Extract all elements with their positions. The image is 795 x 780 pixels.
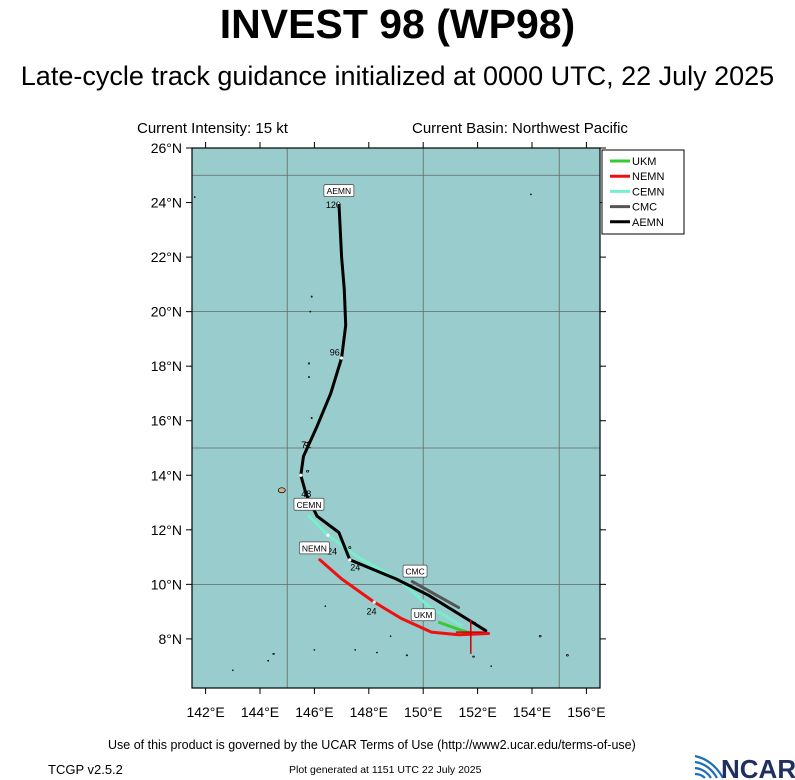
- lat-tick-label: 16°N: [151, 413, 182, 429]
- plot-frame: [191, 147, 601, 689]
- logo-text: NCAR: [721, 754, 795, 780]
- islands: [193, 193, 569, 672]
- legend-label-aemn: AEMN: [632, 217, 664, 229]
- track-point: [340, 356, 344, 360]
- island-speck: [310, 417, 313, 419]
- track-label-ukm: UKM: [414, 610, 433, 620]
- track-nemn: [318, 558, 490, 637]
- island-speck: [309, 310, 312, 313]
- generated-time: Plot generated at 1151 UTC 22 July 2025: [289, 764, 482, 776]
- island-speck: [308, 376, 310, 379]
- track-label-box: [299, 541, 330, 555]
- track-label-box: [410, 608, 436, 622]
- island-speck: [376, 651, 378, 654]
- hour-label: 96: [330, 347, 340, 357]
- axes: 8°N 10°N 12°N 14°N 16°N 18°N 20°N 22°N 24°N 26°N 1…: [151, 140, 606, 720]
- legend-label-cmc: CMC: [632, 202, 657, 214]
- island-speck: [538, 635, 542, 638]
- legend-label-nemn: NEMN: [632, 171, 664, 183]
- lat-tick-label: 18°N: [151, 358, 182, 374]
- island-speck: [405, 654, 409, 657]
- forecast-hour-labels: 120 96 72 48 24 24 24: [301, 200, 376, 616]
- island-speck: [267, 659, 270, 662]
- lon-tick-label: 144°E: [241, 704, 279, 720]
- legend: UKM NEMN CEMN CMC AEMN: [601, 149, 685, 235]
- island-speck: [324, 605, 327, 607]
- island-speck: [277, 487, 286, 494]
- island-speck: [307, 362, 311, 365]
- track-label-aemn: AEMN: [327, 186, 352, 196]
- island-speck: [566, 654, 569, 657]
- plot-title: INVEST 98 (WP98): [219, 1, 576, 47]
- track-label-cemn: CEMN: [296, 500, 321, 510]
- current-intensity: Current Intensity: 15 kt: [137, 120, 288, 137]
- island-speck: [348, 546, 352, 549]
- island-speck: [272, 653, 275, 655]
- island-speck: [313, 649, 316, 651]
- track-label-box: [402, 564, 428, 578]
- lon-tick-label: 152°E: [458, 704, 496, 720]
- track-point: [326, 533, 330, 537]
- track-end-labels: AEMN CEMN NEMN CMC UKM: [293, 184, 436, 622]
- island-speck: [231, 669, 234, 672]
- lat-tick-label: 24°N: [151, 195, 182, 211]
- island-speck: [472, 655, 475, 658]
- lat-tick-label: 10°N: [151, 576, 182, 592]
- track-label-cmc: CMC: [405, 567, 424, 577]
- track-point: [299, 473, 303, 477]
- version: TCGP v2.5.2: [48, 762, 123, 777]
- island-speck: [354, 648, 357, 651]
- island-speck: [490, 665, 493, 667]
- current-basin: Current Basin: Northwest Pacific: [412, 120, 628, 137]
- hour-label: 72: [301, 440, 311, 450]
- lon-tick-label: 156°E: [567, 704, 605, 720]
- terms-of-use: Use of this product is governed by the U…: [108, 738, 636, 752]
- lat-tick-label: 26°N: [151, 140, 182, 156]
- lon-tick-label: 142°E: [186, 704, 224, 720]
- track-point: [372, 600, 376, 604]
- lat-tick-label: 22°N: [151, 249, 182, 265]
- hour-label: 48: [301, 489, 311, 499]
- ncar-logo: NCAR: [694, 754, 795, 780]
- lon-tick-label: 154°E: [513, 704, 551, 720]
- island-speck: [306, 469, 310, 473]
- legend-label-cemn: CEMN: [632, 186, 664, 198]
- island-speck: [530, 193, 532, 196]
- plot-subtitle: Late-cycle track guidance initialized at…: [20, 61, 775, 91]
- island-speck: [193, 196, 196, 198]
- island-speck: [389, 635, 392, 638]
- lat-tick-label: 14°N: [151, 467, 182, 483]
- track-label-nemn: NEMN: [302, 543, 327, 553]
- hour-label: 24: [367, 606, 377, 616]
- lon-tick-label: 150°E: [404, 704, 442, 720]
- lon-tick-label: 148°E: [350, 704, 388, 720]
- hour-label: 24: [350, 563, 360, 573]
- lat-tick-label: 12°N: [151, 522, 182, 538]
- grid-lines: [192, 148, 600, 688]
- track-label-box: [293, 497, 325, 511]
- island-speck: [310, 295, 313, 298]
- ocean-background: [192, 148, 600, 688]
- legend-label-ukm: UKM: [632, 156, 656, 168]
- lat-tick-label: 8°N: [159, 631, 183, 647]
- track-cmc: [410, 580, 461, 609]
- track-point: [348, 558, 352, 562]
- track-label-box: [323, 184, 355, 197]
- track-point: [337, 200, 341, 205]
- lon-tick-label: 146°E: [295, 704, 333, 720]
- hour-label: 24: [327, 546, 337, 556]
- lat-tick-label: 20°N: [151, 304, 182, 320]
- hour-label: 120: [326, 200, 341, 210]
